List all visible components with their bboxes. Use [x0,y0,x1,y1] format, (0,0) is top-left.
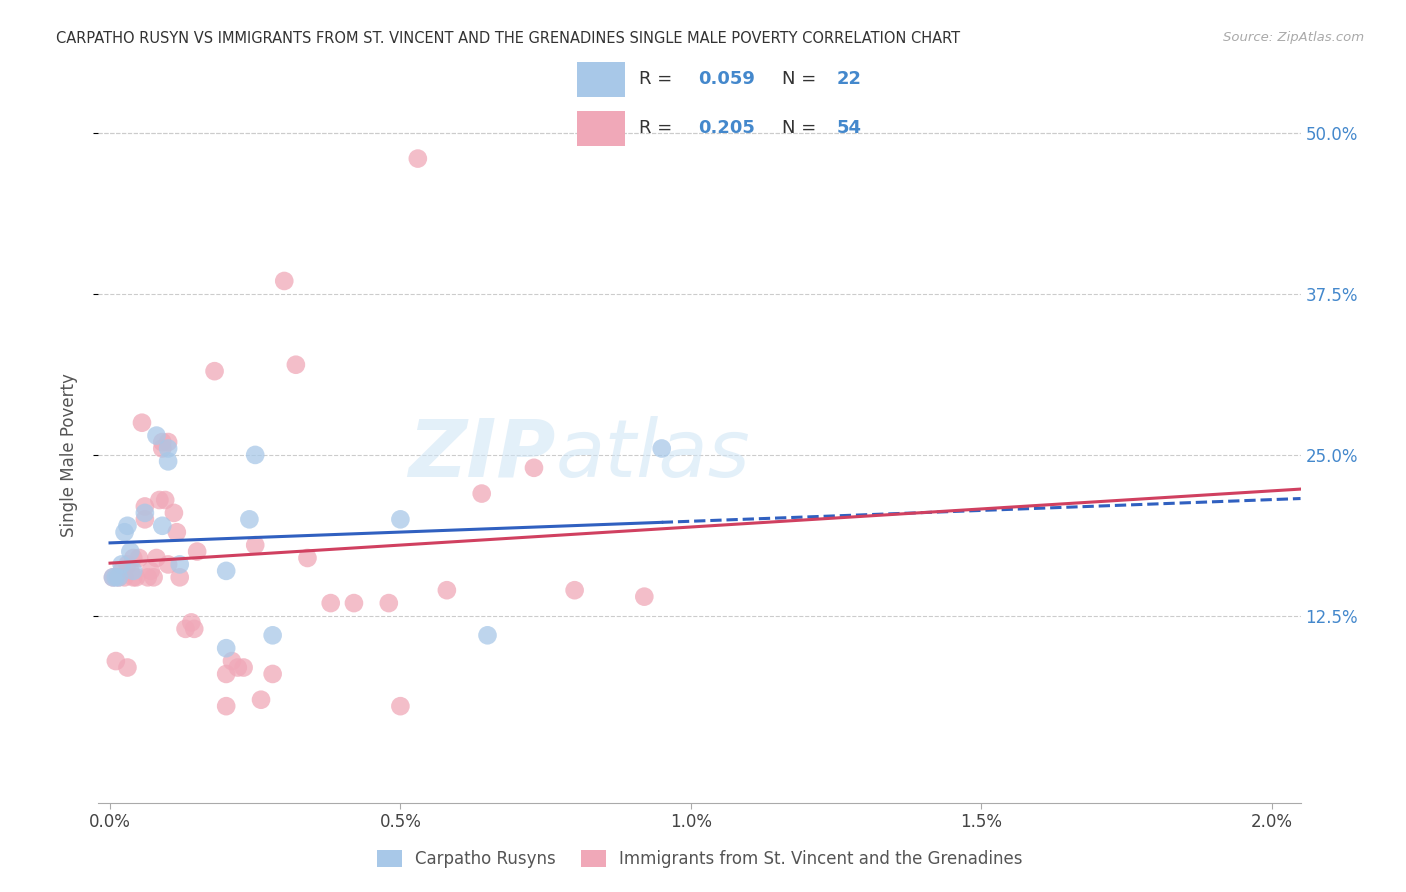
Point [389,699,412,714]
Point [122,570,145,584]
Point [389,512,412,526]
Point [284,358,307,372]
Point [262,667,284,681]
Point [145,551,167,566]
Point [111,558,134,572]
Text: N =: N = [782,70,821,88]
Point [117,660,139,674]
Point [128,551,150,566]
Point [117,558,139,572]
Point [186,544,208,558]
Text: 54: 54 [837,120,862,137]
Point [107,570,129,584]
Text: N =: N = [782,120,821,137]
Point [245,448,267,462]
Point [142,570,165,584]
Y-axis label: Single Male Poverty: Single Male Poverty [59,373,77,537]
Point [471,486,494,500]
Point [145,428,167,442]
Point [101,570,124,584]
Point [131,416,153,430]
Legend: Carpatho Rusyns, Immigrants from St. Vincent and the Grenadines: Carpatho Rusyns, Immigrants from St. Vin… [370,843,1029,874]
Text: Source: ZipAtlas.com: Source: ZipAtlas.com [1223,31,1364,45]
Point [122,551,145,566]
Point [651,442,673,456]
Text: 0.205: 0.205 [697,120,755,137]
Point [183,622,205,636]
Point [250,692,273,706]
Point [117,518,139,533]
Point [150,435,173,450]
Point [238,512,260,526]
Point [157,558,180,572]
Point [166,525,188,540]
Point [221,654,243,668]
Point [148,493,170,508]
Point [155,493,177,508]
Point [273,274,295,288]
Text: 0.059: 0.059 [697,70,755,88]
Point [101,570,124,584]
Point [343,596,366,610]
Point [564,583,586,598]
Point [122,564,145,578]
FancyBboxPatch shape [576,111,624,145]
Point [215,667,238,681]
Point [215,699,238,714]
Point [633,590,655,604]
Point [262,628,284,642]
Point [104,654,127,668]
Point [169,558,191,572]
Point [136,570,159,584]
Point [150,518,173,533]
Point [180,615,202,630]
Point [477,628,499,642]
Point [215,564,238,578]
Point [150,442,173,456]
Point [523,460,546,475]
Point [204,364,226,378]
Text: 22: 22 [837,70,862,88]
Point [107,570,129,584]
Text: ZIP: ZIP [408,416,555,494]
Point [157,442,180,456]
Point [174,622,197,636]
Text: R =: R = [640,120,678,137]
Point [378,596,401,610]
FancyBboxPatch shape [576,62,624,96]
Point [125,570,148,584]
Point [134,500,156,514]
Point [120,544,142,558]
Point [297,551,319,566]
Text: R =: R = [640,70,678,88]
Point [319,596,342,610]
Point [114,570,136,584]
Point [111,564,134,578]
Point [215,641,238,656]
Point [134,512,156,526]
Point [226,660,249,674]
Point [163,506,186,520]
Point [169,570,191,584]
Point [406,152,429,166]
Point [134,506,156,520]
Point [139,564,162,578]
Point [436,583,458,598]
Point [114,525,136,540]
Point [104,570,127,584]
Point [232,660,254,674]
Text: CARPATHO RUSYN VS IMMIGRANTS FROM ST. VINCENT AND THE GRENADINES SINGLE MALE POV: CARPATHO RUSYN VS IMMIGRANTS FROM ST. VI… [56,31,960,46]
Point [120,564,142,578]
Point [157,454,180,468]
Point [245,538,267,552]
Point [157,435,180,450]
Text: atlas: atlas [555,416,749,494]
